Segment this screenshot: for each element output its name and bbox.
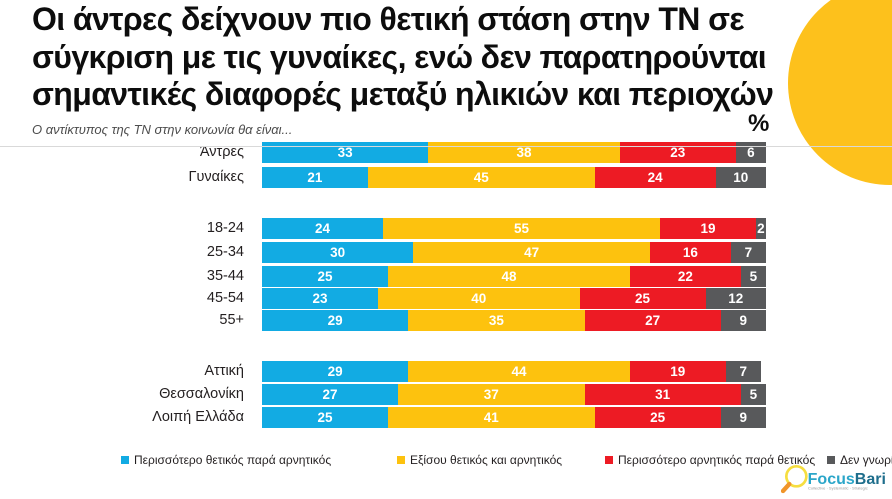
svg-text:Collective · Systematic · Stra: Collective · Systematic · Strategic: [808, 486, 868, 491]
